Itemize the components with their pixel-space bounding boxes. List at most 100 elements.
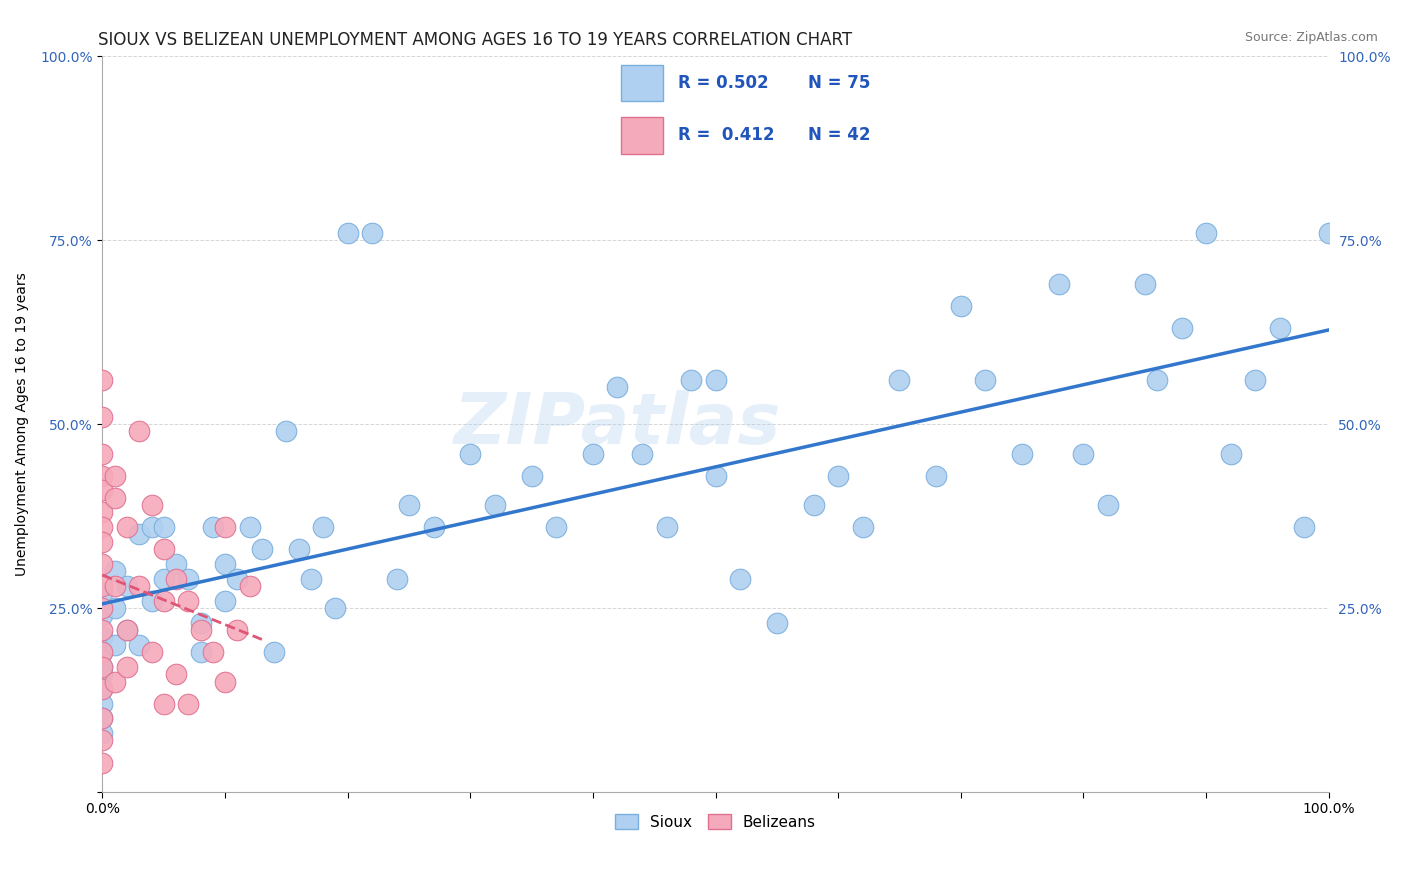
Point — [91, 733, 114, 747]
Point — [422, 520, 444, 534]
Point — [152, 542, 174, 557]
Point — [165, 667, 187, 681]
Point — [606, 380, 628, 394]
Text: Source: ZipAtlas.com: Source: ZipAtlas.com — [1244, 31, 1378, 45]
Point — [250, 542, 273, 557]
Point — [704, 468, 727, 483]
Point — [165, 557, 187, 571]
Point — [925, 468, 948, 483]
Point — [484, 498, 506, 512]
Point — [1047, 277, 1070, 292]
Point — [299, 572, 322, 586]
Point — [91, 711, 114, 725]
Point — [104, 564, 127, 578]
Point — [128, 425, 150, 439]
Point — [361, 226, 384, 240]
Text: ZIPatlas: ZIPatlas — [454, 390, 782, 458]
Text: R =  0.412: R = 0.412 — [678, 127, 775, 145]
Point — [104, 674, 127, 689]
Point — [104, 579, 127, 593]
Point — [128, 579, 150, 593]
Point — [91, 601, 114, 615]
Point — [1268, 321, 1291, 335]
Point — [1170, 321, 1192, 335]
Point — [177, 572, 200, 586]
Point — [104, 638, 127, 652]
Point — [312, 520, 335, 534]
Point — [201, 645, 224, 659]
Point — [141, 593, 163, 607]
Point — [91, 711, 114, 725]
Point — [214, 520, 236, 534]
Text: R = 0.502: R = 0.502 — [678, 74, 769, 92]
Point — [582, 446, 605, 460]
Y-axis label: Unemployment Among Ages 16 to 19 years: Unemployment Among Ages 16 to 19 years — [15, 272, 30, 576]
Text: SIOUX VS BELIZEAN UNEMPLOYMENT AMONG AGES 16 TO 19 YEARS CORRELATION CHART: SIOUX VS BELIZEAN UNEMPLOYMENT AMONG AGE… — [98, 31, 852, 49]
Point — [1073, 446, 1095, 460]
Point — [104, 601, 127, 615]
Point — [214, 557, 236, 571]
Point — [1294, 520, 1316, 534]
Point — [91, 726, 114, 740]
Point — [91, 681, 114, 696]
Point — [115, 660, 138, 674]
Point — [398, 498, 420, 512]
Point — [91, 468, 114, 483]
FancyBboxPatch shape — [620, 117, 664, 154]
Point — [1011, 446, 1033, 460]
Point — [91, 667, 114, 681]
Point — [704, 373, 727, 387]
Point — [1097, 498, 1119, 512]
Legend: Sioux, Belizeans: Sioux, Belizeans — [609, 807, 823, 836]
FancyBboxPatch shape — [620, 65, 664, 102]
Point — [325, 601, 347, 615]
Point — [679, 373, 702, 387]
Point — [128, 638, 150, 652]
Point — [949, 299, 972, 313]
Point — [115, 579, 138, 593]
Point — [152, 697, 174, 711]
Point — [115, 623, 138, 637]
Point — [385, 572, 408, 586]
Point — [239, 579, 262, 593]
Point — [631, 446, 654, 460]
Point — [91, 520, 114, 534]
Point — [263, 645, 285, 659]
Point — [1244, 373, 1267, 387]
Point — [91, 608, 114, 623]
Point — [141, 520, 163, 534]
Point — [91, 557, 114, 571]
Point — [214, 593, 236, 607]
Point — [177, 593, 200, 607]
Point — [1146, 373, 1168, 387]
Point — [728, 572, 751, 586]
Point — [766, 615, 789, 630]
Point — [104, 491, 127, 505]
Point — [115, 623, 138, 637]
Point — [115, 520, 138, 534]
Point — [91, 645, 114, 659]
Point — [91, 681, 114, 696]
Point — [827, 468, 849, 483]
Point — [91, 409, 114, 424]
Point — [91, 579, 114, 593]
Point — [803, 498, 825, 512]
Point — [91, 631, 114, 645]
Point — [128, 527, 150, 541]
Point — [91, 645, 114, 659]
Point — [889, 373, 911, 387]
Point — [141, 645, 163, 659]
Point — [91, 586, 114, 600]
Point — [287, 542, 309, 557]
Point — [214, 674, 236, 689]
Point — [152, 572, 174, 586]
Point — [91, 660, 114, 674]
Point — [1195, 226, 1218, 240]
Point — [239, 520, 262, 534]
Point — [91, 505, 114, 519]
Point — [336, 226, 359, 240]
Text: N = 42: N = 42 — [808, 127, 870, 145]
Point — [655, 520, 678, 534]
Point — [520, 468, 543, 483]
Point — [1317, 226, 1340, 240]
